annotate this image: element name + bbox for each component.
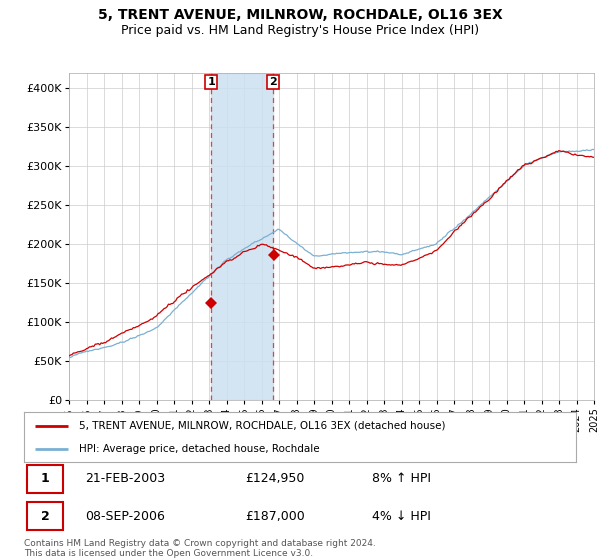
Text: Price paid vs. HM Land Registry's House Price Index (HPI): Price paid vs. HM Land Registry's House … bbox=[121, 24, 479, 36]
Text: 5, TRENT AVENUE, MILNROW, ROCHDALE, OL16 3EX: 5, TRENT AVENUE, MILNROW, ROCHDALE, OL16… bbox=[98, 8, 502, 22]
Text: £124,950: £124,950 bbox=[245, 472, 304, 485]
FancyBboxPatch shape bbox=[27, 502, 62, 530]
Text: 1: 1 bbox=[207, 77, 215, 87]
FancyBboxPatch shape bbox=[27, 465, 62, 493]
Text: 21-FEB-2003: 21-FEB-2003 bbox=[85, 472, 165, 485]
Text: HPI: Average price, detached house, Rochdale: HPI: Average price, detached house, Roch… bbox=[79, 445, 320, 454]
Text: £187,000: £187,000 bbox=[245, 510, 305, 523]
Text: 5, TRENT AVENUE, MILNROW, ROCHDALE, OL16 3EX (detached house): 5, TRENT AVENUE, MILNROW, ROCHDALE, OL16… bbox=[79, 421, 446, 431]
Text: 8% ↑ HPI: 8% ↑ HPI bbox=[372, 472, 431, 485]
Text: 08-SEP-2006: 08-SEP-2006 bbox=[85, 510, 164, 523]
Text: 1: 1 bbox=[41, 472, 49, 485]
Bar bbox=[211, 73, 273, 400]
Text: 4% ↓ HPI: 4% ↓ HPI bbox=[372, 510, 431, 523]
Text: 2: 2 bbox=[269, 77, 277, 87]
Text: 2: 2 bbox=[41, 510, 49, 523]
Text: Contains HM Land Registry data © Crown copyright and database right 2024.
This d: Contains HM Land Registry data © Crown c… bbox=[24, 539, 376, 558]
